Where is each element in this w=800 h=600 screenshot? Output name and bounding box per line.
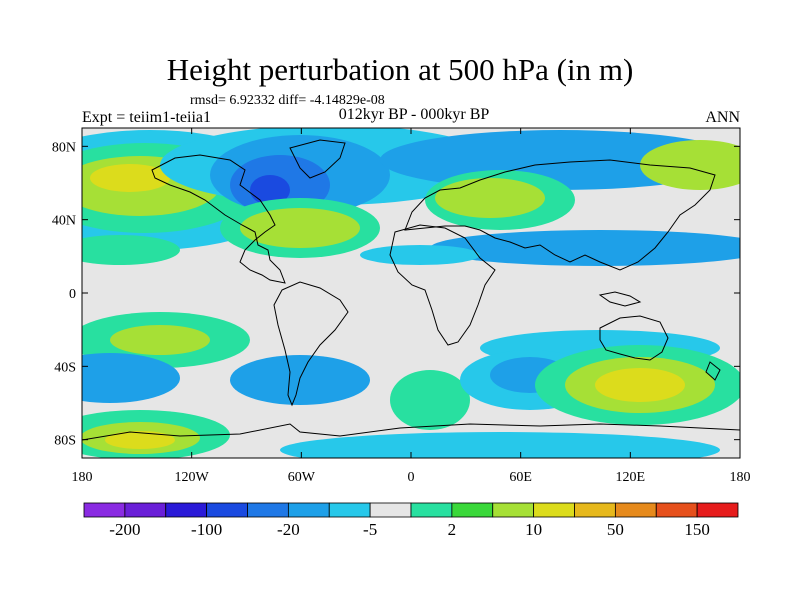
latitude-axis: 80N 40N 0 40S 80S xyxy=(52,140,740,449)
coastlines xyxy=(82,139,740,441)
contour-region xyxy=(390,370,470,430)
longitude-axis: 180 120W 60W 0 60E 120E 180 xyxy=(72,128,751,485)
colorbar-swatch xyxy=(533,502,575,518)
colorbar-tick-label: -5 xyxy=(363,520,377,539)
contour-region xyxy=(280,432,720,458)
contour-region xyxy=(250,175,290,205)
chart-title: Height perturbation at 500 hPa (in m) xyxy=(166,52,634,87)
contour-region xyxy=(640,140,740,190)
lat-tick-label: 80S xyxy=(54,434,76,449)
lat-tick-label: 40S xyxy=(54,360,76,375)
period-label: 012kyr BP - 000kyr BP xyxy=(338,106,490,123)
colorbar-swatch xyxy=(369,502,412,518)
contour-region xyxy=(90,164,170,192)
contour-region xyxy=(360,245,480,265)
colorbar-swatch xyxy=(287,502,330,518)
colorbar: -200 -100 -20 -5 2 10 50 150 xyxy=(83,502,739,539)
coastline xyxy=(598,291,642,307)
coastline xyxy=(599,315,669,361)
lon-tick-label: 60W xyxy=(288,470,316,485)
contour-region xyxy=(105,431,175,449)
colorbar-swatch xyxy=(574,502,616,518)
contour-region xyxy=(110,325,210,355)
coastline xyxy=(389,224,496,346)
lon-tick-label: 180 xyxy=(730,470,751,485)
colorbar-swatch xyxy=(696,502,739,518)
colorbar-tick-label: -100 xyxy=(191,520,222,539)
colorbar-swatch xyxy=(83,502,126,518)
colorbar-tick-label: 10 xyxy=(525,520,542,539)
colorbar-tick-label: -20 xyxy=(277,520,300,539)
colorbar-swatch xyxy=(124,502,167,518)
contour-region xyxy=(435,178,545,218)
contour-region xyxy=(430,230,740,266)
colorbar-swatch xyxy=(206,502,248,518)
lat-tick-label: 80N xyxy=(52,140,76,155)
map-plot-area xyxy=(81,127,741,459)
season-label: ANN xyxy=(705,109,740,126)
lon-tick-label: 60E xyxy=(509,470,532,485)
lat-tick-label: 0 xyxy=(69,287,76,302)
lon-tick-label: 0 xyxy=(408,470,415,485)
coastline xyxy=(705,361,721,381)
colorbar-swatch xyxy=(614,502,657,518)
contour-region xyxy=(82,235,180,265)
coastline xyxy=(289,139,346,179)
lon-tick-label: 120W xyxy=(175,470,210,485)
colorbar-tick-label: -200 xyxy=(109,520,140,539)
colorbar-swatch xyxy=(328,502,371,518)
lon-tick-label: 120E xyxy=(616,470,646,485)
stats-line: rmsd= 6.92332 diff= -4.14829e-08 xyxy=(190,93,385,108)
contour-region xyxy=(82,353,180,403)
coastline xyxy=(273,281,349,407)
lon-tick-label: 180 xyxy=(72,470,93,485)
coastline xyxy=(151,154,286,284)
colorbar-tick-label: 2 xyxy=(448,520,457,539)
colorbar-swatch xyxy=(410,502,453,518)
contour-fill-layer xyxy=(82,128,740,458)
colorbar-tick-label: 50 xyxy=(607,520,624,539)
colorbar-swatch xyxy=(451,502,494,518)
colorbar-swatch xyxy=(247,502,289,518)
colorbar-tick-label: 150 xyxy=(684,520,710,539)
colorbar-swatch xyxy=(492,502,535,518)
contour-region xyxy=(595,368,685,402)
colorbar-swatch xyxy=(165,502,208,518)
coastline xyxy=(404,159,716,271)
experiment-label: Expt = teiim1-teiia1 xyxy=(82,109,211,126)
colorbar-swatch xyxy=(655,502,698,518)
coastline xyxy=(82,423,740,441)
lat-tick-label: 40N xyxy=(52,214,76,229)
contour-region xyxy=(240,208,360,248)
